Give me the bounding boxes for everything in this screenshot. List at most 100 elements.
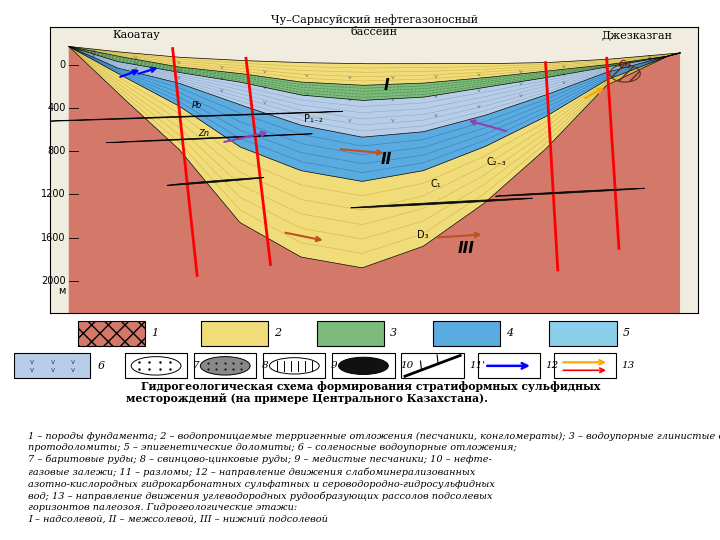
Text: 1 – породы фундамента; 2 – водопроницаемые терригенные отложения (песчаники, кон: 1 – породы фундамента; 2 – водопроницаем… (29, 431, 720, 524)
FancyBboxPatch shape (14, 353, 91, 379)
Text: v: v (348, 118, 352, 123)
Text: 3: 3 (390, 328, 397, 339)
Text: v: v (477, 104, 480, 109)
Ellipse shape (167, 178, 264, 185)
Text: II: II (381, 152, 392, 167)
Text: v: v (647, 57, 652, 63)
Text: 1600: 1600 (41, 233, 66, 242)
Ellipse shape (269, 357, 319, 374)
Text: v: v (605, 59, 608, 64)
Text: v: v (391, 97, 395, 102)
Text: C₁: C₁ (431, 179, 441, 189)
Polygon shape (68, 46, 680, 181)
Text: v: v (391, 118, 395, 123)
Text: 8: 8 (262, 361, 269, 370)
Text: v: v (50, 359, 55, 365)
Text: v: v (220, 65, 223, 70)
Text: v: v (71, 359, 75, 365)
Ellipse shape (338, 357, 388, 374)
Text: v: v (71, 367, 75, 373)
Ellipse shape (200, 356, 250, 375)
Polygon shape (68, 46, 680, 85)
Text: м: м (58, 286, 66, 296)
Text: Каоатау: Каоатау (112, 30, 160, 40)
Text: v: v (647, 56, 652, 61)
Text: I: I (384, 78, 390, 93)
Text: v: v (433, 74, 438, 79)
Text: v: v (562, 80, 566, 85)
Text: Джезказган: Джезказган (602, 30, 672, 40)
Text: Чу–Сарысуйский нефтегазоносный
бассейн: Чу–Сарысуйский нефтегазоносный бассейн (271, 15, 478, 37)
Text: v: v (605, 68, 608, 72)
Text: v: v (477, 72, 480, 77)
Text: v: v (519, 93, 523, 98)
Text: v: v (433, 113, 438, 118)
Text: 0: 0 (60, 60, 66, 70)
Text: v: v (647, 54, 652, 59)
FancyBboxPatch shape (194, 353, 256, 379)
Text: v: v (91, 51, 95, 56)
Text: v: v (30, 367, 34, 373)
Text: v: v (562, 72, 566, 77)
Text: v: v (263, 100, 266, 105)
FancyBboxPatch shape (402, 353, 464, 379)
FancyBboxPatch shape (200, 321, 268, 346)
Ellipse shape (495, 188, 644, 196)
Polygon shape (68, 46, 680, 268)
Text: 4: 4 (507, 328, 513, 339)
Polygon shape (68, 46, 680, 137)
Text: v: v (177, 76, 181, 80)
Text: P₁₋₂: P₁₋₂ (304, 114, 323, 124)
FancyBboxPatch shape (264, 353, 325, 379)
Text: 1: 1 (152, 328, 158, 339)
Text: 13: 13 (621, 361, 634, 370)
Text: v: v (519, 69, 523, 73)
Text: v: v (391, 76, 395, 80)
Text: v: v (433, 93, 438, 99)
Text: 400: 400 (48, 103, 66, 113)
Ellipse shape (27, 111, 343, 122)
Text: v: v (177, 60, 181, 65)
Text: 7: 7 (193, 361, 199, 370)
Text: v: v (91, 48, 95, 53)
Text: 1200: 1200 (41, 190, 66, 199)
Text: v: v (305, 73, 309, 78)
Text: 6: 6 (97, 361, 104, 371)
Text: Гидрогеологическая схема формирования стратиформных сульфидных
месторождений (на: Гидрогеологическая схема формирования ст… (127, 381, 600, 404)
FancyBboxPatch shape (317, 321, 384, 346)
Text: 2000: 2000 (41, 276, 66, 286)
FancyBboxPatch shape (549, 321, 617, 346)
Text: C₂₋₃: C₂₋₃ (487, 157, 507, 167)
Text: v: v (519, 80, 523, 86)
Text: v: v (220, 76, 223, 82)
Ellipse shape (351, 198, 533, 208)
Polygon shape (68, 46, 680, 313)
Text: v: v (348, 97, 352, 102)
Text: 800: 800 (48, 146, 66, 156)
Text: 5: 5 (623, 328, 630, 339)
Ellipse shape (106, 134, 312, 143)
Text: Pb: Pb (192, 101, 202, 110)
Text: 11': 11' (469, 361, 485, 370)
Text: Cu: Cu (618, 60, 631, 70)
Text: v: v (50, 367, 55, 373)
Text: 12: 12 (545, 361, 559, 370)
Text: v: v (134, 66, 138, 71)
FancyBboxPatch shape (554, 353, 616, 379)
Text: v: v (30, 359, 34, 365)
Text: v: v (562, 64, 566, 70)
Text: v: v (605, 63, 608, 69)
Text: Zn: Zn (198, 129, 209, 138)
Text: v: v (177, 68, 181, 73)
Text: v: v (263, 69, 266, 74)
Text: v: v (305, 111, 309, 116)
Text: v: v (263, 85, 266, 90)
FancyBboxPatch shape (433, 321, 500, 346)
Text: v: v (134, 60, 138, 65)
FancyBboxPatch shape (125, 353, 187, 379)
Text: v: v (91, 53, 95, 58)
FancyBboxPatch shape (477, 353, 540, 379)
Text: v: v (134, 55, 138, 60)
Text: 2: 2 (274, 328, 281, 339)
Text: D₃: D₃ (418, 230, 429, 240)
